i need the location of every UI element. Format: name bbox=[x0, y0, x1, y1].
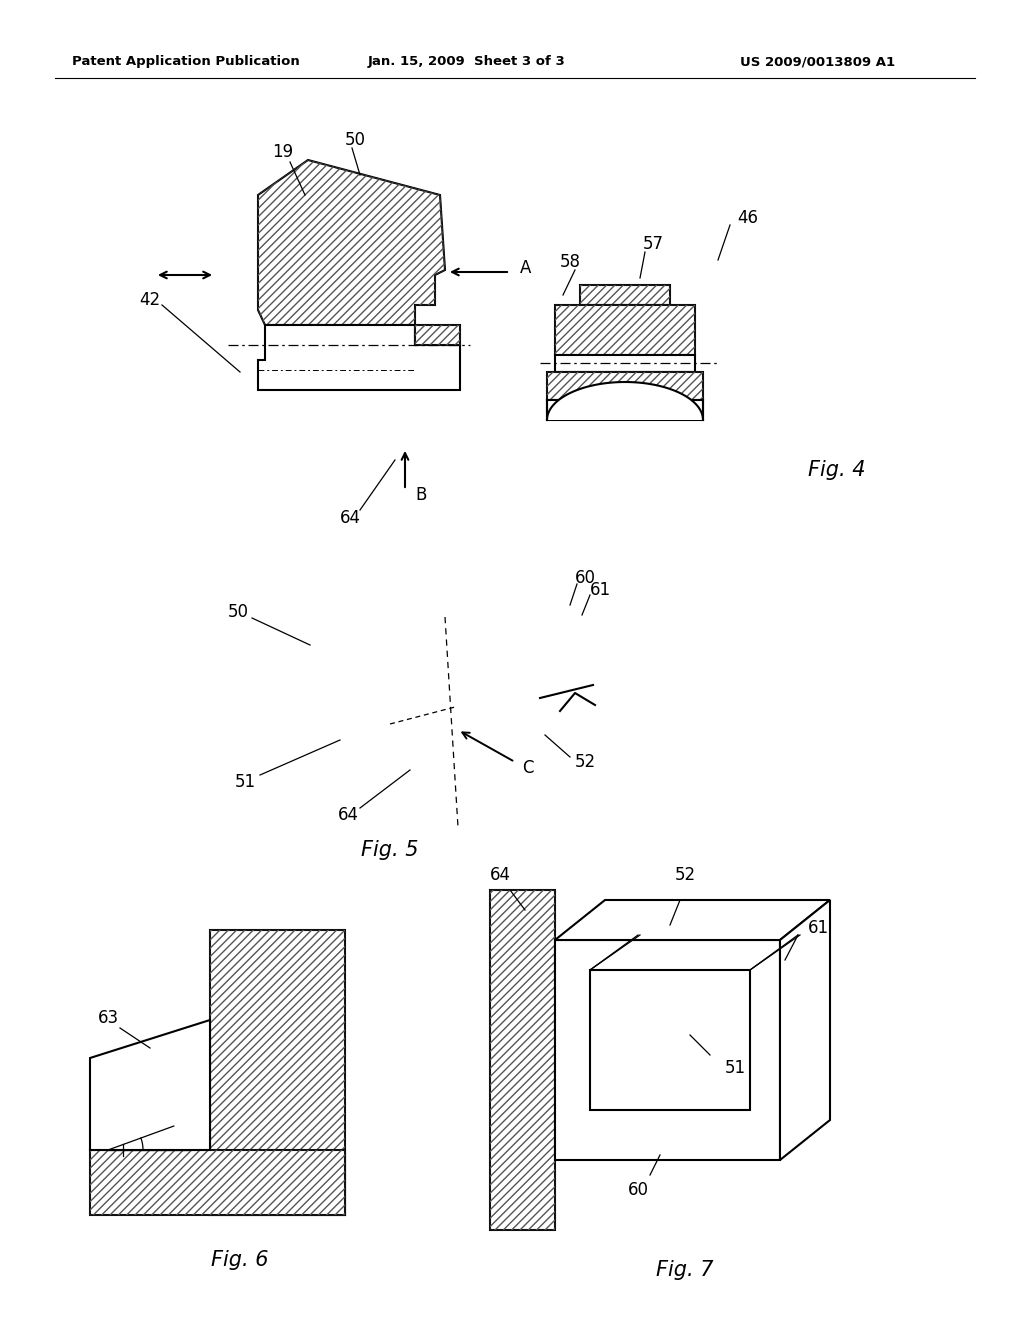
Text: B: B bbox=[415, 486, 426, 504]
Text: 60: 60 bbox=[628, 1181, 648, 1199]
Text: C: C bbox=[522, 759, 534, 777]
Polygon shape bbox=[210, 931, 345, 1214]
Text: 19: 19 bbox=[272, 143, 294, 161]
Text: 51: 51 bbox=[724, 1059, 745, 1077]
Text: A: A bbox=[520, 259, 531, 277]
Text: 58: 58 bbox=[559, 253, 581, 271]
Polygon shape bbox=[555, 305, 695, 355]
Polygon shape bbox=[555, 355, 695, 372]
Text: 61: 61 bbox=[808, 919, 828, 937]
Polygon shape bbox=[90, 1020, 210, 1150]
Text: 46: 46 bbox=[737, 209, 759, 227]
Text: Jan. 15, 2009  Sheet 3 of 3: Jan. 15, 2009 Sheet 3 of 3 bbox=[368, 55, 565, 69]
Text: Fig. 4: Fig. 4 bbox=[808, 459, 865, 480]
Polygon shape bbox=[590, 970, 750, 1110]
Text: 61: 61 bbox=[590, 581, 610, 599]
Polygon shape bbox=[547, 372, 703, 400]
Polygon shape bbox=[580, 285, 670, 305]
Text: 50: 50 bbox=[344, 131, 366, 149]
Polygon shape bbox=[780, 900, 830, 1160]
Text: US 2009/0013809 A1: US 2009/0013809 A1 bbox=[740, 55, 895, 69]
Text: 57: 57 bbox=[642, 235, 664, 253]
Text: 64: 64 bbox=[338, 807, 358, 824]
Text: Fig. 5: Fig. 5 bbox=[361, 840, 419, 861]
Text: 52: 52 bbox=[574, 752, 596, 771]
Text: 42: 42 bbox=[139, 290, 161, 309]
Text: Patent Application Publication: Patent Application Publication bbox=[72, 55, 300, 69]
Text: 64: 64 bbox=[340, 510, 360, 527]
Text: 50: 50 bbox=[227, 603, 249, 620]
Polygon shape bbox=[490, 890, 555, 1230]
Polygon shape bbox=[258, 160, 445, 325]
Text: Fig. 6: Fig. 6 bbox=[211, 1250, 268, 1270]
Polygon shape bbox=[258, 325, 460, 389]
Polygon shape bbox=[90, 1150, 345, 1214]
Polygon shape bbox=[547, 400, 703, 420]
Polygon shape bbox=[555, 900, 830, 940]
Text: 63: 63 bbox=[97, 1008, 119, 1027]
Polygon shape bbox=[555, 940, 780, 1160]
Text: 51: 51 bbox=[234, 774, 256, 791]
Text: 60: 60 bbox=[574, 569, 596, 587]
Text: 64: 64 bbox=[489, 866, 511, 884]
Polygon shape bbox=[415, 325, 460, 345]
Text: 52: 52 bbox=[675, 866, 695, 884]
Polygon shape bbox=[547, 381, 703, 420]
Text: Fig. 7: Fig. 7 bbox=[656, 1261, 714, 1280]
